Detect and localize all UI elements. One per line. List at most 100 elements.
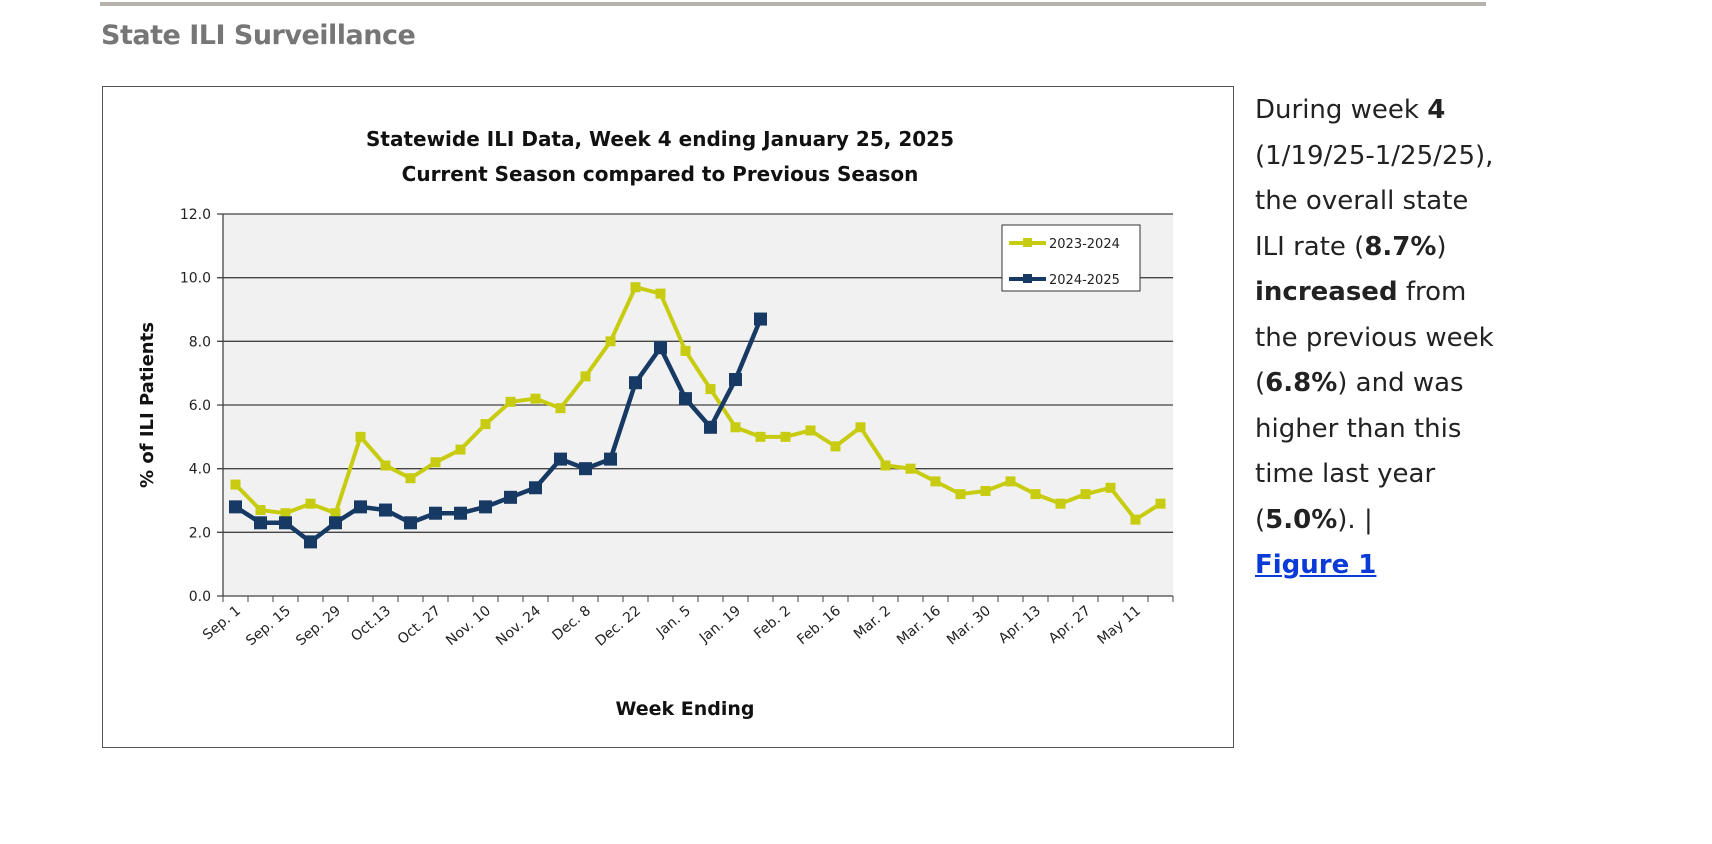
chart-title: Statewide ILI Data, Week 4 ending Januar… <box>366 127 954 151</box>
data-point-2023-2024 <box>330 508 341 519</box>
data-point-2024-2025 <box>604 452 617 466</box>
data-point-2023-2024 <box>805 425 816 436</box>
data-point-2023-2024 <box>955 489 966 500</box>
summary-text-part: During week <box>1255 95 1428 125</box>
data-point-2023-2024 <box>430 457 441 468</box>
y-tick-label: 6.0 <box>189 398 211 414</box>
data-point-2023-2024 <box>680 345 691 356</box>
data-point-2023-2024 <box>480 419 491 430</box>
data-point-2023-2024 <box>605 336 616 347</box>
legend-marker-2023-2024 <box>1023 238 1032 247</box>
data-point-2023-2024 <box>730 422 741 433</box>
x-tick-label: Nov. 10 <box>443 603 494 649</box>
trend-word: increased <box>1255 277 1398 307</box>
data-point-2023-2024 <box>555 403 566 414</box>
data-point-2023-2024 <box>580 371 591 382</box>
summary-text: During week 4 (1/19/25-1/25/25), the ove… <box>1255 88 1495 589</box>
y-axis-label: % of ILI Patients <box>137 322 158 488</box>
data-point-2024-2025 <box>229 500 242 514</box>
x-tick-label: Apr. 27 <box>1046 603 1094 647</box>
summary-text-part: from the previous week ( <box>1255 277 1494 398</box>
data-point-2023-2024 <box>505 396 516 407</box>
data-point-2024-2025 <box>329 516 342 530</box>
data-point-2023-2024 <box>230 479 241 490</box>
x-tick-label: Apr. 13 <box>996 603 1044 647</box>
last-year-rate: 5.0% <box>1265 504 1338 535</box>
data-point-2024-2025 <box>554 452 567 466</box>
data-point-2024-2025 <box>579 462 592 476</box>
x-tick-label: May 11 <box>1095 603 1145 648</box>
data-point-2024-2025 <box>479 500 492 514</box>
ili-line-chart: Statewide ILI Data, Week 4 ending Januar… <box>137 127 1174 720</box>
data-point-2023-2024 <box>1080 489 1091 500</box>
data-point-2023-2024 <box>905 463 916 474</box>
data-point-2024-2025 <box>529 481 542 495</box>
data-point-2024-2025 <box>754 312 767 326</box>
data-point-2024-2025 <box>654 341 667 355</box>
y-tick-label: 4.0 <box>189 462 211 478</box>
data-point-2023-2024 <box>980 485 991 496</box>
figure-1-link[interactable]: Figure 1 <box>1255 550 1377 580</box>
x-tick-label: Oct.13 <box>348 603 394 645</box>
data-point-2023-2024 <box>755 431 766 442</box>
chart-container: Statewide ILI Data, Week 4 ending Januar… <box>102 86 1234 748</box>
top-divider <box>100 2 1486 6</box>
x-tick-label: Feb. 16 <box>794 603 844 648</box>
data-point-2023-2024 <box>630 282 641 293</box>
data-point-2023-2024 <box>655 288 666 299</box>
x-tick-label: Jan. 5 <box>653 603 694 641</box>
x-tick-label: Mar. 30 <box>944 603 994 649</box>
legend: 2023-2024 2024-2025 <box>1001 224 1141 292</box>
summary-text-part: ). | <box>1337 504 1373 535</box>
y-tick-label: 8.0 <box>189 334 211 350</box>
y-tick-label: 10.0 <box>180 271 211 287</box>
data-point-2023-2024 <box>380 460 391 471</box>
legend-label-2023-2024: 2023-2024 <box>1049 237 1120 252</box>
data-point-2024-2025 <box>504 490 517 504</box>
x-axis-label: Week Ending <box>615 698 754 720</box>
data-point-2023-2024 <box>780 431 791 442</box>
section-title: State ILI Surveillance <box>101 20 416 51</box>
previous-rate: 6.8% <box>1265 368 1338 398</box>
week-number: 4 <box>1427 95 1446 125</box>
data-point-2023-2024 <box>705 384 716 395</box>
data-point-2023-2024 <box>405 473 416 484</box>
data-point-2023-2024 <box>1105 482 1116 493</box>
data-point-2023-2024 <box>855 422 866 433</box>
summary-text-part: ) <box>1436 231 1447 262</box>
current-rate: 8.7% <box>1364 231 1437 262</box>
legend-label-2024-2025: 2024-2025 <box>1049 273 1120 288</box>
data-point-2024-2025 <box>704 420 717 434</box>
series-line-2024-2025 <box>234 318 763 545</box>
data-point-2023-2024 <box>880 460 891 471</box>
data-point-2023-2024 <box>930 476 941 487</box>
data-point-2024-2025 <box>629 376 642 390</box>
summary-text-part: (1/19/25-1/25/25), the overall state ILI… <box>1255 140 1494 262</box>
data-point-2024-2025 <box>304 535 317 549</box>
data-point-2023-2024 <box>355 431 366 442</box>
x-tick-label: Oct. 27 <box>395 603 444 648</box>
chart-subtitle: Current Season compared to Previous Seas… <box>402 162 919 186</box>
data-point-2023-2024 <box>830 441 841 452</box>
data-point-2023-2024 <box>1055 498 1066 509</box>
data-point-2024-2025 <box>454 506 467 520</box>
y-tick-label: 2.0 <box>189 525 211 541</box>
x-tick-label: Feb. 2 <box>751 603 794 643</box>
summary-text-part: ) and was higher than this time last yea… <box>1255 368 1464 535</box>
data-point-2024-2025 <box>679 392 692 406</box>
x-tick-label: Dec. 8 <box>549 603 594 644</box>
data-point-2024-2025 <box>404 516 417 530</box>
y-tick-label: 0.0 <box>189 589 211 605</box>
x-tick-label: Mar. 16 <box>894 603 944 649</box>
x-tick-label: Mar. 2 <box>851 603 894 643</box>
data-point-2024-2025 <box>429 506 442 520</box>
x-tick-label: Dec. 22 <box>593 603 645 650</box>
data-point-2023-2024 <box>1030 489 1041 500</box>
data-point-2023-2024 <box>530 393 541 404</box>
data-point-2024-2025 <box>354 500 367 514</box>
data-point-2024-2025 <box>379 503 392 517</box>
legend-marker-2024-2025 <box>1023 274 1032 283</box>
data-point-2024-2025 <box>729 373 742 387</box>
data-point-2023-2024 <box>1130 514 1141 525</box>
data-point-2024-2025 <box>279 516 292 530</box>
